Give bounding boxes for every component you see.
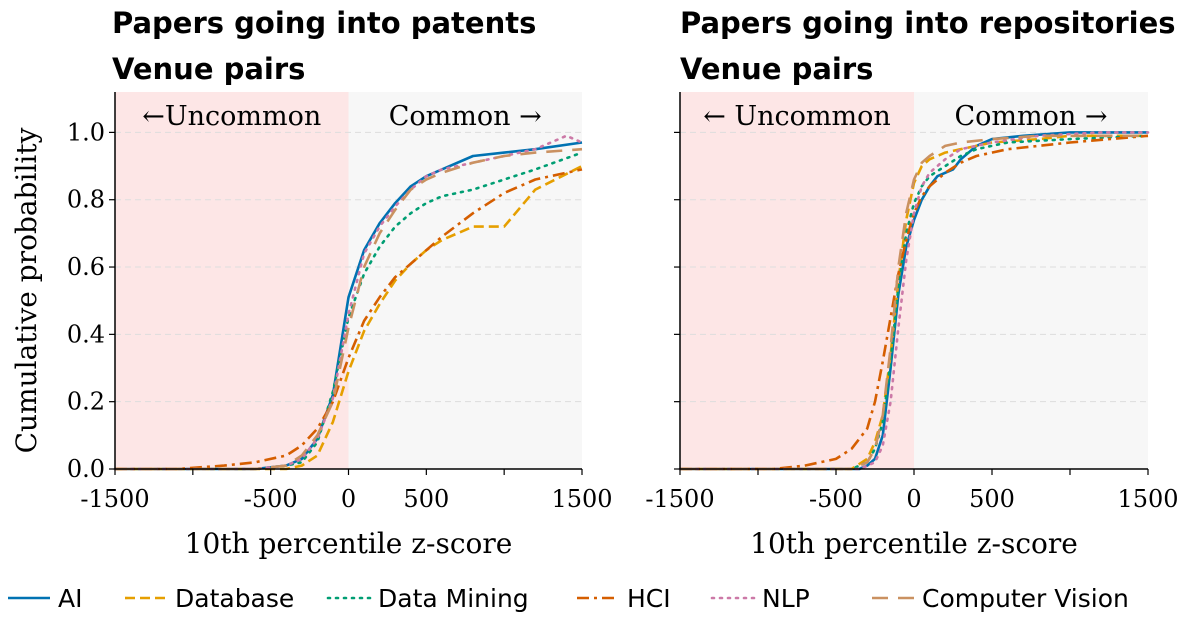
x-axis-label: 10th percentile z-score bbox=[750, 527, 1078, 560]
legend-label: NLP bbox=[762, 584, 810, 613]
legend-label: Computer Vision bbox=[922, 584, 1129, 613]
x-tick-label: 500 bbox=[403, 485, 449, 513]
x-axis-label: 10th percentile z-score bbox=[185, 527, 513, 560]
x-tick-label: -1500 bbox=[645, 485, 714, 513]
uncommon-region bbox=[115, 92, 349, 469]
series-line-data-mining bbox=[113, 151, 584, 471]
legend-label: HCI bbox=[627, 584, 671, 613]
y-tick-label: 0.6 bbox=[67, 253, 105, 281]
legend-item-data-mining: Data Mining bbox=[326, 584, 529, 613]
chart-subtitle: Venue pairs bbox=[680, 52, 873, 86]
chart-panel-2: ← Uncommon Common → -1500 -500 0 500 1500 Paper… bbox=[645, 6, 1178, 560]
series-line-hci bbox=[115, 168, 583, 471]
x-tick-label: 1500 bbox=[551, 485, 612, 513]
chart-title: Papers going into patents bbox=[112, 6, 536, 40]
x-tick-label: -500 bbox=[244, 485, 298, 513]
legend-label: Data Mining bbox=[378, 584, 529, 613]
legend-item-hci: HCI bbox=[577, 584, 671, 613]
x-tick-label: 500 bbox=[969, 485, 1015, 513]
y-axis-label: Cumulative probability bbox=[10, 127, 43, 453]
series-line-computer-vision bbox=[680, 134, 1148, 471]
y-tick-label: 0.8 bbox=[67, 186, 105, 214]
chart-title: Papers going into repositories bbox=[680, 6, 1176, 40]
legend: AI Database Data Mining HCI NLP Computer Visi… bbox=[8, 584, 1129, 613]
common-region bbox=[914, 92, 1148, 469]
chart-panel-1: ←Uncommon Common → -1500 -500 0 500 1500 0.0 0.2… bbox=[10, 6, 613, 560]
y-tick-label: 0.2 bbox=[67, 388, 105, 416]
x-tick-label: 0 bbox=[906, 485, 921, 513]
legend-label: Database bbox=[175, 584, 294, 613]
series-line-hci bbox=[680, 134, 1149, 471]
legend-label: AI bbox=[58, 584, 82, 613]
series-line-ai bbox=[680, 131, 1148, 471]
legend-item-ai: AI bbox=[8, 584, 82, 613]
x-tick-label: 1500 bbox=[1117, 485, 1178, 513]
legend-item-computer-vision: Computer Vision bbox=[872, 584, 1129, 613]
series-line-data-mining bbox=[678, 134, 1150, 471]
uncommon-region bbox=[680, 92, 914, 469]
x-tick-label: 0 bbox=[341, 485, 356, 513]
legend-item-database: Database bbox=[125, 584, 294, 613]
region-label-common: Common → bbox=[955, 101, 1108, 132]
y-tick-label: 0.0 bbox=[67, 455, 105, 483]
series-line-nlp bbox=[678, 131, 1150, 471]
region-label-uncommon: ←Uncommon bbox=[142, 101, 321, 132]
series-line-database bbox=[115, 164, 583, 471]
legend-item-nlp: NLP bbox=[710, 584, 810, 613]
region-label-common: Common → bbox=[389, 101, 542, 132]
common-region bbox=[348, 92, 582, 469]
series-line-computer-vision bbox=[115, 147, 583, 471]
region-label-uncommon: ← Uncommon bbox=[703, 101, 891, 132]
x-tick-label: -500 bbox=[809, 485, 863, 513]
y-tick-label: 0.4 bbox=[67, 320, 105, 348]
y-tick-label: 1.0 bbox=[67, 118, 105, 146]
chart-subtitle: Venue pairs bbox=[112, 52, 305, 86]
x-tick-label: -1500 bbox=[80, 485, 149, 513]
